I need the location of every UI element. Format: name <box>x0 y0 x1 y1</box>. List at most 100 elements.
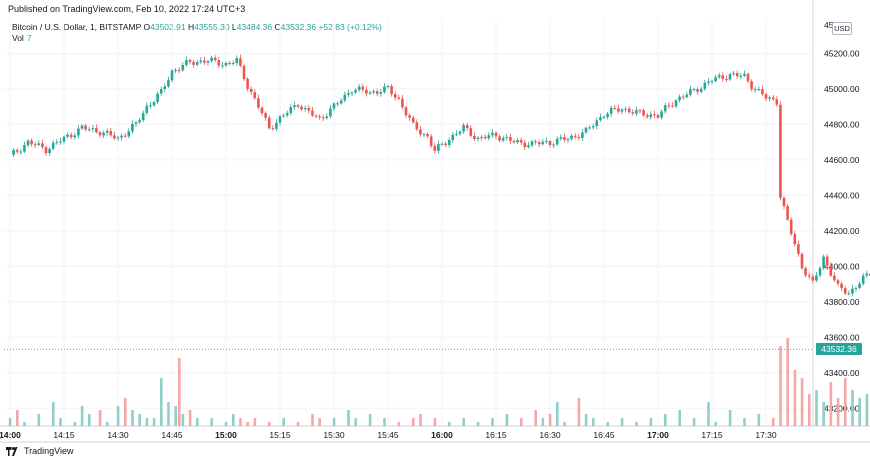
candle-body <box>343 94 347 101</box>
x-tick-label: 14:30 <box>107 430 129 440</box>
candle-body <box>282 115 285 117</box>
volume-bar <box>808 394 811 426</box>
candle-body <box>473 135 476 139</box>
candle-body <box>437 144 440 151</box>
candle-body <box>609 107 613 114</box>
volume-bar <box>556 402 559 426</box>
candle-body <box>649 114 653 118</box>
candle-body <box>199 60 203 63</box>
candle-body <box>12 150 15 155</box>
candle-body <box>419 129 422 135</box>
volume-bar <box>383 418 386 426</box>
candle-body <box>739 75 743 77</box>
candle-body <box>59 141 62 143</box>
y-tick-label: 43200.00 <box>824 403 860 413</box>
candle-body <box>350 92 354 94</box>
candle-body <box>231 63 235 65</box>
candle-body <box>397 97 401 99</box>
symbol-name: Bitcoin / U.S. Dollar, 1, BITSTAMP <box>12 22 142 32</box>
candle-body <box>761 89 764 95</box>
candle-body <box>635 110 638 114</box>
candle-body <box>246 79 249 89</box>
candle-body <box>689 89 692 95</box>
candle-body <box>411 117 415 123</box>
candle-body <box>102 132 105 136</box>
candle-body <box>534 141 537 143</box>
candle-body <box>401 98 404 108</box>
candle-body <box>577 137 581 139</box>
candle-body <box>217 60 221 66</box>
candle-body <box>638 110 642 112</box>
candle-body <box>804 268 807 276</box>
candle-body <box>41 143 44 148</box>
candle-body <box>624 108 627 110</box>
candle-body <box>120 135 123 138</box>
y-tick-label: 45000.00 <box>824 84 860 94</box>
y-tick-label-top: 45 <box>824 20 834 30</box>
candle-body <box>77 128 80 136</box>
candle-body <box>491 132 494 136</box>
candle-body <box>714 77 717 82</box>
volume-bar <box>534 410 537 426</box>
volume-bar <box>8 418 12 426</box>
candle-body <box>339 100 343 104</box>
candle-body <box>149 105 152 107</box>
volume-bar <box>239 418 242 426</box>
candle-body <box>383 86 386 93</box>
candle-body <box>131 123 134 132</box>
candle-body <box>368 92 372 94</box>
change-value: +52.83 (+0.12%) <box>318 22 382 32</box>
volume-bar <box>174 406 177 426</box>
candle-body <box>393 94 397 98</box>
candle-body <box>84 125 87 130</box>
candle-body <box>19 151 23 153</box>
volume-bar <box>829 382 833 426</box>
volume-bar <box>577 398 581 426</box>
x-tick-label: 15:45 <box>377 430 399 440</box>
candle-body <box>354 90 357 93</box>
candle-body <box>825 256 829 266</box>
candle-body <box>44 147 48 154</box>
candle-body <box>51 142 55 149</box>
candle-body <box>487 135 491 139</box>
candle-body <box>426 134 429 137</box>
volume-bar <box>649 418 653 426</box>
candle-body <box>771 97 775 100</box>
candle-body <box>527 145 530 148</box>
candle-body <box>267 117 271 129</box>
volume-bar <box>145 418 149 426</box>
candle-body <box>843 288 847 294</box>
candle-body <box>444 143 447 145</box>
volume-bar <box>138 414 141 426</box>
volume-bar <box>664 414 667 426</box>
candle-body <box>48 148 51 154</box>
candle-body <box>548 141 552 146</box>
volume-bar <box>476 422 480 426</box>
candle-body <box>156 93 159 103</box>
volume-bar <box>822 402 825 426</box>
candle-body <box>602 116 606 118</box>
candle-body <box>678 96 681 101</box>
volume-bar <box>59 418 62 426</box>
volume-bar <box>88 414 91 426</box>
volume-bar <box>592 418 595 426</box>
x-tick-label: 16:45 <box>593 430 615 440</box>
candle-body <box>498 136 501 141</box>
symbol-legend: Bitcoin / U.S. Dollar, 1, BITSTAMP O4350… <box>12 22 382 32</box>
currency-badge[interactable]: USD <box>832 22 852 35</box>
volume-bar <box>505 414 509 426</box>
candle-body <box>95 128 98 133</box>
candle-body <box>447 140 451 145</box>
candle-body <box>584 127 588 133</box>
candle-body <box>167 80 170 87</box>
candle-body <box>743 73 746 76</box>
volume-bar <box>815 390 818 426</box>
volume-bar <box>354 418 357 426</box>
candle-body <box>213 57 217 61</box>
volume-bar <box>318 418 321 426</box>
candle-body <box>185 60 188 65</box>
candle-body <box>645 115 649 118</box>
volume-bar <box>210 418 213 426</box>
candle-body <box>455 133 458 135</box>
